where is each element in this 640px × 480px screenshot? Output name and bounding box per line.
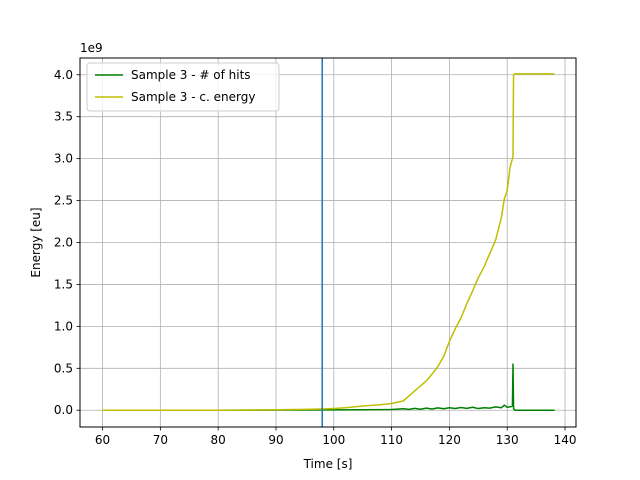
y-tick-label: 4.0 [54, 68, 73, 82]
x-tick-label: 100 [322, 433, 345, 447]
y-tick-label: 3.0 [54, 152, 73, 166]
x-axis-label: Time [s] [303, 457, 353, 471]
x-tick-label: 70 [153, 433, 168, 447]
series-line-1 [102, 363, 555, 411]
legend-box [86, 62, 280, 112]
y-offset-label: 1e9 [80, 41, 103, 55]
legend-label-1: Sample 3 - # of hits [131, 68, 251, 82]
y-tick-label: 1.0 [54, 319, 73, 333]
x-tick-label: 80 [211, 433, 226, 447]
series-line-2 [102, 73, 555, 411]
y-tick-label: 2.0 [54, 236, 73, 250]
y-tick-label: 0.0 [54, 403, 73, 417]
x-tick-label: 60 [95, 433, 110, 447]
legend-label-2: Sample 3 - c. energy [131, 90, 255, 104]
x-axis: 60 70 80 90 100 110 120 130 140 [95, 427, 577, 447]
x-tick-label: 130 [496, 433, 519, 447]
x-tick-label: 110 [380, 433, 403, 447]
y-axis: 0.0 0.5 1.0 1.5 2.0 2.5 3.0 3.5 4.0 [54, 68, 80, 417]
y-tick-label: 0.5 [54, 361, 73, 375]
y-tick-label: 1.5 [54, 277, 73, 291]
x-tick-label: 120 [438, 433, 461, 447]
x-tick-label: 140 [554, 433, 577, 447]
y-axis-label: Energy [eu] [29, 207, 43, 277]
x-tick-label: 90 [268, 433, 283, 447]
plot-area [102, 58, 555, 427]
y-tick-label: 2.5 [54, 194, 73, 208]
legend: Sample 3 - # of hits Sample 3 - c. energy [86, 62, 280, 112]
y-tick-label: 3.5 [54, 110, 73, 124]
